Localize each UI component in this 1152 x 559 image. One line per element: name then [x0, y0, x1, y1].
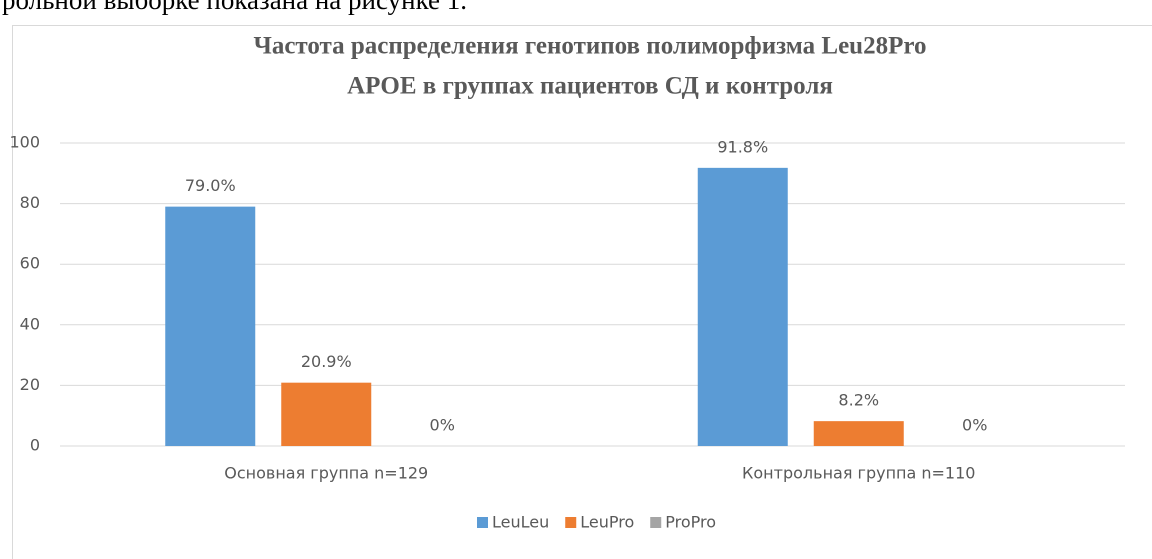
bar: [281, 382, 372, 446]
data-label: 8.2%: [838, 391, 879, 410]
y-tick-label: 0: [30, 436, 40, 455]
x-tick-label: Основная группа n=129: [224, 464, 428, 483]
legend-label: ProPro: [665, 513, 716, 532]
data-label: 20.9%: [301, 352, 352, 371]
legend-label: LeuPro: [580, 513, 634, 532]
data-label: 0%: [430, 416, 455, 435]
bar: [813, 421, 904, 446]
y-tick-label: 100: [9, 133, 40, 152]
bar: [697, 167, 788, 446]
chart-title: Частота распределения генотипов полиморф…: [253, 33, 926, 60]
legend-swatch: [650, 517, 662, 528]
y-tick-label: 80: [20, 193, 40, 212]
context-text: рольной выборке показана на рисунке 1.: [2, 0, 467, 15]
legend-swatch: [477, 517, 488, 528]
y-tick-label: 60: [20, 254, 40, 273]
data-label: 79.0%: [185, 176, 236, 195]
y-tick-label: 40: [20, 314, 40, 333]
legend-label: LeuLeu: [492, 513, 549, 532]
bar: [165, 206, 256, 446]
x-tick-label: Контрольная группа n=110: [742, 464, 975, 483]
legend-swatch: [565, 517, 577, 528]
chart-subtitle: APOE в группах пациентов СД и контроля: [347, 73, 833, 100]
data-label: 91.8%: [717, 137, 768, 156]
data-label: 0%: [962, 416, 987, 435]
y-tick-label: 20: [20, 375, 40, 394]
